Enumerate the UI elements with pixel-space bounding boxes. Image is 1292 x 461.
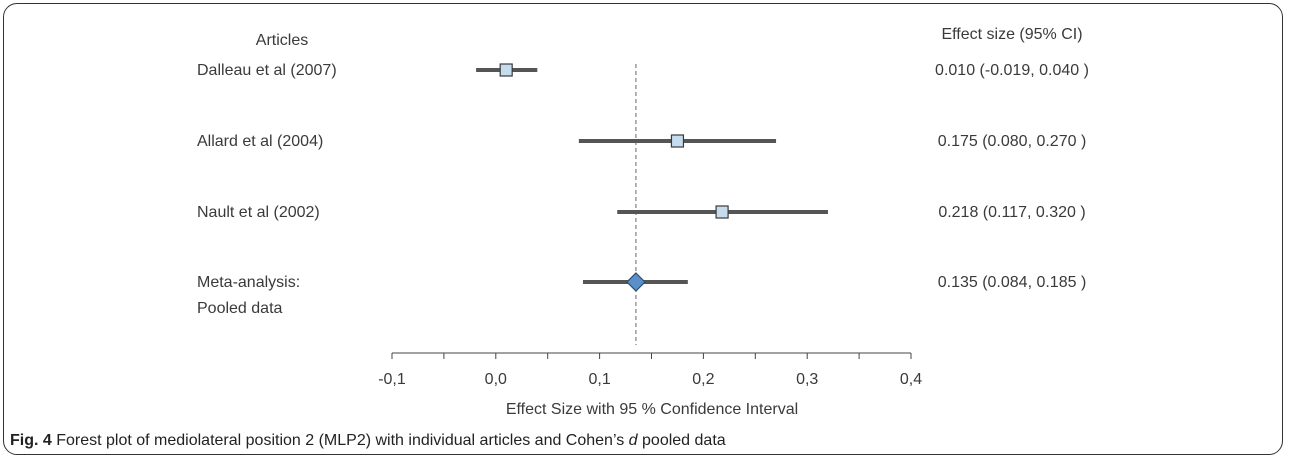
- figure-caption: Fig. 4 Forest plot of mediolateral posit…: [10, 432, 726, 450]
- articles-header: Articles: [256, 32, 308, 49]
- x-tick-label: 0,0: [485, 371, 507, 388]
- figure-frame: [3, 3, 1283, 455]
- x-tick-label: 0,2: [692, 371, 714, 388]
- caption-text-before: Forest plot of mediolateral position 2 (…: [51, 432, 629, 449]
- figure-label: Fig. 4: [10, 432, 52, 449]
- study-label: Dalleau et al (2007): [197, 62, 337, 79]
- caption-text-after: pooled data: [637, 432, 726, 449]
- study-label-line: Nault et al (2002): [197, 204, 320, 221]
- study-label: Nault et al (2002): [197, 204, 320, 221]
- effect-size-value: 0.135 (0.084, 0.185 ): [938, 274, 1087, 291]
- x-tick-label: -0,1: [378, 371, 406, 388]
- study-row: Meta-analysis: Pooled data 0.135 (0.084, 0…: [197, 272, 1087, 317]
- x-tick-label: 0,4: [900, 371, 922, 388]
- study-estimate-square: [670, 134, 685, 148]
- study-label-line: Allard et al (2004): [197, 133, 323, 150]
- x-axis-label: Effect Size with 95 % Confidence Interva…: [506, 401, 798, 418]
- study-label: Meta-analysis: Pooled data: [197, 274, 300, 317]
- effect-size-value: 0.175 (0.080, 0.270 ): [938, 133, 1087, 150]
- caption-italic: d: [628, 432, 638, 449]
- x-tick-label: 0,3: [796, 371, 818, 388]
- study-label: Allard et al (2004): [197, 133, 323, 150]
- study-label-line: Pooled data: [197, 300, 283, 317]
- effect-size-header: Effect size (95% CI): [941, 26, 1082, 43]
- study-row: Dalleau et al (2007) 0.010 (-0.019, 0.040…: [197, 62, 1089, 79]
- study-estimate-square: [499, 63, 513, 77]
- study-label-line: Meta-analysis:: [197, 274, 300, 291]
- effect-size-value: 0.218 (0.117, 0.320 ): [938, 204, 1085, 221]
- study-estimate-square: [715, 205, 729, 219]
- effect-size-value: 0.010 (-0.019, 0.040 ): [935, 62, 1089, 79]
- study-label-line: Dalleau et al (2007): [197, 62, 337, 79]
- pooled-estimate-diamond: [626, 272, 646, 292]
- study-row: Allard et al (2004) 0.175 (0.080, 0.270 ): [197, 133, 1086, 150]
- x-tick-label: 0,1: [588, 371, 610, 388]
- study-row: Nault et al (2002) 0.218 (0.117, 0.320 ): [197, 204, 1086, 221]
